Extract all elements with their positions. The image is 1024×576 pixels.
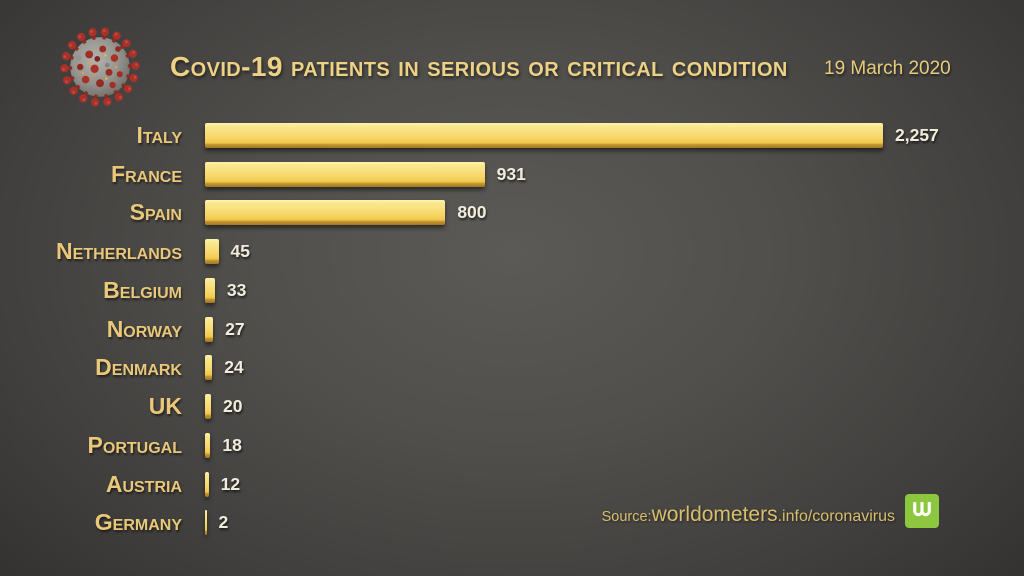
source-line: Source: worldometers .info/coronavirus: [602, 503, 895, 527]
coronavirus-icon: [60, 27, 140, 107]
bar-value: 12: [220, 473, 241, 494]
country-label: Belgium: [103, 276, 182, 303]
worldometers-logo-icon: [905, 494, 939, 528]
bar-value: 33: [226, 279, 247, 300]
country-label: Norway: [106, 315, 182, 342]
date-label: 19 March 2020: [824, 58, 951, 79]
country-label: Austria: [105, 470, 182, 497]
bar-value: 800: [457, 202, 487, 223]
bar-value: 18: [222, 434, 242, 455]
bar-value: 24: [224, 357, 244, 378]
bar-germany: [205, 510, 207, 536]
country-label: UK: [148, 393, 182, 420]
bar-value: 20: [223, 396, 243, 417]
bar-uk: [205, 394, 211, 420]
chart-row: Netherlands 45: [0, 232, 1024, 271]
chart-row: UK 20: [0, 387, 1024, 426]
bar-value: 2,257: [895, 124, 939, 145]
chart-row: Austria 12: [0, 465, 1024, 504]
source-path: .info/coronavirus: [777, 508, 895, 525]
source-prefix: Source:: [601, 509, 652, 525]
country-label: Denmark: [95, 354, 182, 381]
country-label: Portugal: [87, 431, 182, 458]
chart-row: Portugal 18: [0, 426, 1024, 465]
bar-austria: [205, 471, 209, 497]
bar-netherlands: [205, 239, 219, 265]
bar-france: [205, 161, 485, 187]
page-title: Covid-19 patients in serious or critical…: [170, 51, 788, 82]
country-label: Italy: [136, 121, 182, 148]
country-label: France: [111, 160, 182, 187]
country-label: Germany: [94, 509, 182, 536]
bar-portugal: [205, 432, 211, 458]
bar-denmark: [205, 355, 213, 381]
bar-value: 931: [496, 163, 526, 184]
chart-row: Norway 27: [0, 310, 1024, 349]
country-label: Netherlands: [56, 238, 182, 265]
bar-value: 45: [230, 241, 250, 262]
source-domain: worldometers: [651, 503, 778, 526]
country-label: Spain: [129, 199, 182, 226]
chart-row: France 931: [0, 155, 1024, 194]
bar-norway: [205, 316, 214, 342]
chart-row: Denmark 24: [0, 349, 1024, 388]
chart-row: Germany 2: [0, 504, 1024, 543]
bar-chart: Italy 2,257 France 931 Spain 800 Netherlands 45…: [0, 116, 1024, 542]
chart-row: Spain 800: [0, 194, 1024, 233]
bar-value: 27: [225, 318, 245, 339]
bar-belgium: [205, 277, 215, 303]
bar-value: 2: [218, 512, 229, 533]
chart-row: Belgium 33: [0, 271, 1024, 310]
bar-italy: [205, 122, 883, 148]
bar-spain: [205, 200, 446, 226]
chart-row: Italy 2,257: [0, 116, 1024, 155]
